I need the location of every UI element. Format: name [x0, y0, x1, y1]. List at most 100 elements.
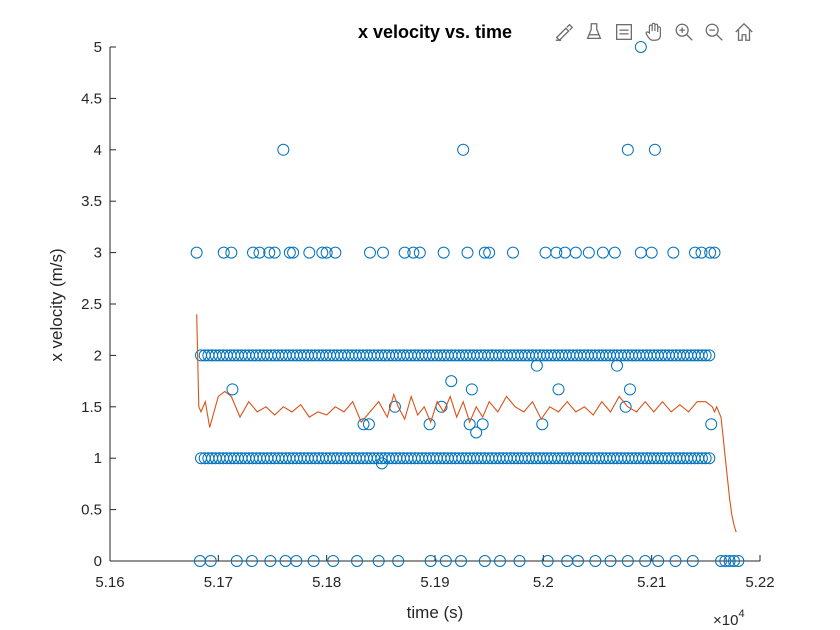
scatter-point	[634, 41, 647, 53]
scatter-point	[377, 246, 389, 259]
y-tick-label: 1	[94, 450, 102, 467]
scatter-point	[703, 452, 716, 465]
scatter-point	[569, 246, 582, 259]
scatter-point	[695, 452, 708, 465]
scatter-point	[364, 246, 376, 259]
scatter-point	[303, 246, 316, 259]
scatter-point	[536, 418, 549, 431]
scatter-point	[329, 246, 342, 259]
scatter-point	[388, 400, 401, 413]
scatter-point	[619, 400, 632, 413]
brush-data-icon	[555, 23, 574, 42]
pan-button[interactable]	[640, 18, 668, 46]
scatter-point	[392, 555, 405, 567]
scatter-point	[699, 452, 712, 465]
scatter-point	[604, 555, 617, 567]
scatter-point	[263, 246, 276, 259]
colorbar-icon	[586, 23, 602, 40]
scatter-point	[695, 246, 708, 259]
scatter-point	[283, 246, 296, 259]
y-tick-label: 3	[94, 245, 102, 262]
scatter-point	[372, 555, 385, 567]
scatter-series	[190, 41, 745, 567]
scatter-point	[190, 246, 203, 259]
scatter-point	[572, 555, 584, 567]
scatter-point	[424, 555, 437, 567]
scatter-point	[362, 418, 375, 431]
scatter-point	[708, 246, 721, 259]
y-tick-label: 0.5	[81, 502, 102, 519]
scatter-point	[648, 143, 661, 156]
line-series	[196, 314, 737, 533]
scatter-point	[686, 555, 699, 567]
scatter-point	[645, 246, 658, 259]
scatter-point	[550, 246, 563, 259]
x-tick-label: 5.2	[533, 574, 554, 591]
scatter-point	[253, 246, 266, 259]
scatter-point	[225, 246, 238, 259]
y-tick-label: 2	[94, 347, 102, 364]
scatter-point	[307, 555, 320, 567]
scatter-point	[455, 555, 467, 567]
scatter-point	[204, 555, 217, 567]
y-tick-label: 5	[94, 39, 102, 56]
scatter-point	[247, 246, 259, 259]
plot-axes: 5.16 5.17 5.18 5.19 5.2 5.21 5.22 0 0.5 1 1.5 2 2.5…	[81, 39, 774, 591]
x-tick-label: 5.17	[204, 574, 233, 591]
scatter-point	[494, 555, 506, 567]
scatter-point	[264, 555, 277, 567]
scatter-point	[463, 418, 476, 431]
brush-data-button[interactable]	[550, 18, 578, 46]
y-ticks: 0 0.5 1 1.5 2 2.5 3 3.5 4 4.5 5	[81, 39, 116, 570]
scatter-point	[290, 555, 303, 567]
scatter-point	[217, 246, 230, 259]
scatter-point	[483, 246, 496, 259]
chart-title: x velocity vs. time	[358, 22, 512, 42]
scatter-point	[226, 383, 239, 396]
colorbar-button[interactable]	[580, 18, 608, 46]
scatter-point	[465, 383, 478, 396]
x-tick-label: 5.22	[745, 574, 774, 591]
figure-toolbar	[550, 18, 758, 46]
scatter-point	[277, 143, 290, 156]
home-button[interactable]	[730, 18, 758, 46]
scatter-point	[507, 246, 519, 259]
scatter-point	[478, 246, 491, 259]
pan-hand-icon	[645, 22, 662, 41]
zoom-in-button[interactable]	[670, 18, 698, 46]
scatter-point	[728, 555, 740, 567]
scatter-point	[230, 555, 243, 567]
scatter-point	[689, 246, 701, 259]
scatter-point	[437, 246, 450, 259]
x-axis-title: time (s)	[407, 603, 464, 622]
scatter-point	[552, 383, 565, 396]
scatter-point	[621, 143, 634, 156]
scatter-point	[723, 555, 736, 567]
scatter-point	[445, 375, 458, 388]
y-axis-title: x velocity (m/s)	[47, 248, 66, 361]
scatter-point	[703, 349, 716, 362]
y-tick-label: 4	[94, 142, 102, 159]
scatter-point	[582, 246, 595, 259]
scatter-point	[652, 555, 665, 567]
scatter-point	[439, 555, 452, 567]
scatter-point	[596, 246, 609, 259]
scatter-point	[461, 246, 474, 259]
x-tick-label: 5.16	[95, 574, 124, 591]
scatter-point	[621, 555, 634, 567]
scatter-point	[470, 426, 483, 439]
scatter-point	[695, 349, 708, 362]
zoom-out-button[interactable]	[700, 18, 728, 46]
x-exponent-label: ×104	[713, 608, 745, 629]
scatter-point	[287, 246, 300, 259]
scatter-point	[316, 246, 329, 259]
scatter-point	[608, 246, 621, 259]
legend-button[interactable]	[610, 18, 638, 46]
scatter-point	[667, 246, 680, 259]
scatter-point	[699, 349, 712, 362]
scatter-point	[732, 555, 745, 567]
zoom-in-icon	[675, 23, 693, 41]
y-tick-label: 4.5	[81, 90, 102, 107]
